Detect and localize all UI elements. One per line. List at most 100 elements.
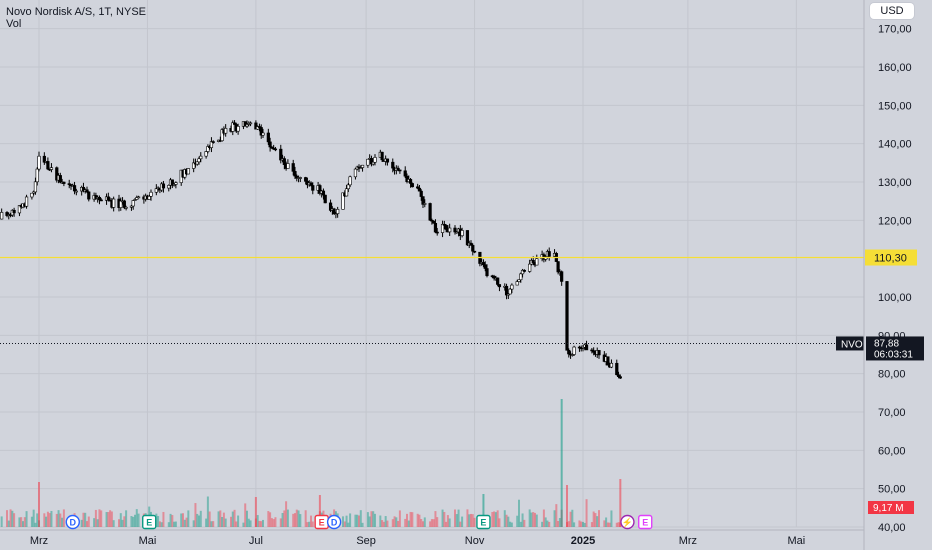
symbol-tag-label: NVO bbox=[841, 339, 863, 350]
volume-bar bbox=[246, 510, 248, 527]
candle-body bbox=[199, 155, 203, 160]
volume-bar bbox=[208, 511, 211, 527]
volume-bar bbox=[80, 519, 83, 527]
volume-bar bbox=[530, 512, 533, 527]
volume-bar bbox=[406, 513, 408, 527]
candle-body bbox=[167, 185, 171, 189]
event-letter: E bbox=[642, 518, 648, 528]
volume-bar bbox=[119, 513, 122, 527]
volume-bar bbox=[84, 512, 87, 527]
earnings-event-icon[interactable]: E bbox=[476, 514, 491, 530]
candle-body bbox=[236, 126, 240, 132]
volume-bar bbox=[217, 511, 220, 527]
candle-body bbox=[309, 182, 313, 186]
volume-bar bbox=[23, 517, 26, 527]
volume-bar bbox=[7, 520, 10, 527]
volume-bar bbox=[247, 518, 250, 527]
candle-body bbox=[435, 231, 439, 234]
volume-bar bbox=[541, 521, 544, 527]
volume-bar bbox=[171, 515, 174, 527]
candle-body bbox=[485, 268, 489, 277]
volume-bar bbox=[61, 517, 64, 527]
earnings-event-icon[interactable]: E bbox=[142, 514, 157, 530]
grid bbox=[0, 0, 864, 528]
volume-bar bbox=[395, 517, 398, 527]
volume-bar bbox=[22, 521, 24, 527]
candle-body bbox=[618, 376, 622, 379]
volume-bar bbox=[267, 511, 270, 527]
candle-body bbox=[58, 175, 62, 183]
candle-body bbox=[515, 281, 519, 286]
volume-bar bbox=[18, 517, 21, 527]
dividend-event-icon[interactable]: D bbox=[326, 514, 342, 530]
x-tick-label: Mrz bbox=[679, 535, 697, 547]
volume-bar bbox=[573, 522, 576, 527]
y-tick-label: 140,00 bbox=[878, 139, 912, 151]
candle-body bbox=[122, 200, 126, 208]
candle-body bbox=[106, 196, 110, 201]
volume-bar bbox=[130, 516, 133, 527]
volume-bar bbox=[98, 509, 101, 527]
volume-bar bbox=[306, 522, 309, 527]
volume-bar bbox=[105, 512, 108, 527]
volume-bar bbox=[493, 511, 496, 527]
volume-tag-label: 9,17 M bbox=[873, 503, 904, 514]
volume-bar bbox=[221, 516, 224, 527]
volume-bar bbox=[294, 513, 296, 527]
candle-body bbox=[360, 164, 365, 168]
candle-body bbox=[506, 293, 510, 296]
volume-bar bbox=[244, 503, 247, 527]
volume-bar bbox=[123, 516, 126, 527]
volume-bar bbox=[605, 517, 608, 527]
volume-indicator-label[interactable]: Vol bbox=[6, 18, 22, 30]
split-event-icon[interactable]: ⚡ bbox=[620, 514, 635, 530]
volume-bar bbox=[381, 520, 384, 527]
currency-button[interactable]: USD bbox=[870, 3, 914, 19]
volume-bar bbox=[157, 516, 160, 527]
volume-bar bbox=[272, 519, 275, 527]
candle-body bbox=[408, 179, 413, 184]
volume-bar bbox=[299, 514, 302, 527]
y-tick-label: 120,00 bbox=[878, 215, 912, 227]
volume-bar bbox=[523, 519, 526, 527]
volume-bar bbox=[194, 503, 197, 527]
volume-bar bbox=[82, 512, 85, 527]
candle-body bbox=[17, 205, 22, 214]
volume-bar bbox=[162, 511, 165, 527]
event-letter: E bbox=[319, 518, 325, 528]
volume-bar bbox=[310, 515, 312, 527]
volume-bar bbox=[535, 514, 538, 527]
candle-body bbox=[410, 183, 414, 188]
dividend-event-icon[interactable]: D bbox=[65, 514, 80, 530]
candle-body bbox=[0, 212, 4, 220]
volume-bar bbox=[34, 522, 37, 527]
candle-body bbox=[62, 181, 66, 184]
volume-bar bbox=[498, 518, 501, 527]
candle-body bbox=[261, 132, 265, 136]
candle-body bbox=[567, 349, 571, 355]
volume-bar bbox=[534, 512, 536, 527]
y-tick-label: 70,00 bbox=[878, 407, 906, 419]
candle-body bbox=[131, 200, 135, 207]
candle-body bbox=[186, 168, 190, 175]
earnings-event-icon[interactable]: E bbox=[638, 514, 653, 530]
candle-body bbox=[419, 190, 423, 197]
y-tick-label: 130,00 bbox=[878, 177, 912, 189]
volume-bar bbox=[590, 522, 593, 527]
volume-bar bbox=[196, 513, 199, 527]
volume-bar bbox=[391, 519, 394, 527]
candle-body bbox=[432, 220, 436, 224]
volume-bar bbox=[311, 521, 314, 527]
volume-bar bbox=[32, 509, 35, 527]
candle-body bbox=[606, 356, 610, 366]
candle-body bbox=[170, 179, 174, 186]
volume-bar bbox=[608, 522, 611, 527]
candle-body bbox=[12, 209, 16, 214]
candle-body bbox=[266, 132, 270, 143]
candle-body bbox=[433, 222, 438, 233]
volume-bar bbox=[198, 515, 200, 527]
volume-bar bbox=[222, 512, 225, 527]
earnings-event-icon[interactable]: E bbox=[314, 514, 329, 530]
